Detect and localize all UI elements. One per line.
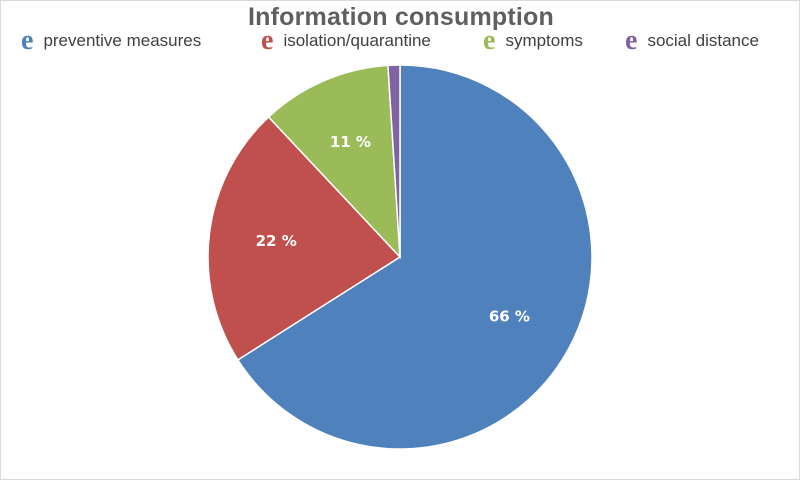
legend-item-social-distance: e social distance [625, 26, 759, 56]
legend-item-preventive-measures: e preventive measures [21, 26, 201, 56]
legend-item-symptoms: e symptoms [483, 26, 583, 56]
pie-slice-social-distance [387, 64, 401, 258]
legend-label-social-distance: social distance [647, 31, 759, 50]
legend-marker-isolation-quarantine: e [261, 26, 274, 56]
pie-slice-symptoms [267, 64, 401, 260]
legend-marker-social-distance: e [625, 26, 638, 56]
pie-slice-preventive-measures [236, 64, 593, 450]
data-label-preventive-measures: 66 % [489, 308, 530, 326]
pie-slice-isolation-quarantine [207, 115, 402, 361]
legend-label-preventive-measures: preventive measures [43, 31, 202, 50]
chart-title: Information consumption [248, 3, 554, 31]
legend-label-isolation-quarantine: isolation/quarantine [283, 31, 431, 50]
data-label-symptoms: 11 % [330, 133, 371, 151]
legend-marker-preventive-measures: e [21, 26, 34, 56]
legend: e preventive measures e isolation/quaran… [21, 26, 781, 56]
legend-item-isolation-quarantine: e isolation/quarantine [261, 26, 431, 56]
legend-marker-symptoms: e [483, 26, 496, 56]
data-label-isolation-quarantine: 22 % [256, 232, 297, 250]
legend-label-symptoms: symptoms [505, 31, 583, 50]
